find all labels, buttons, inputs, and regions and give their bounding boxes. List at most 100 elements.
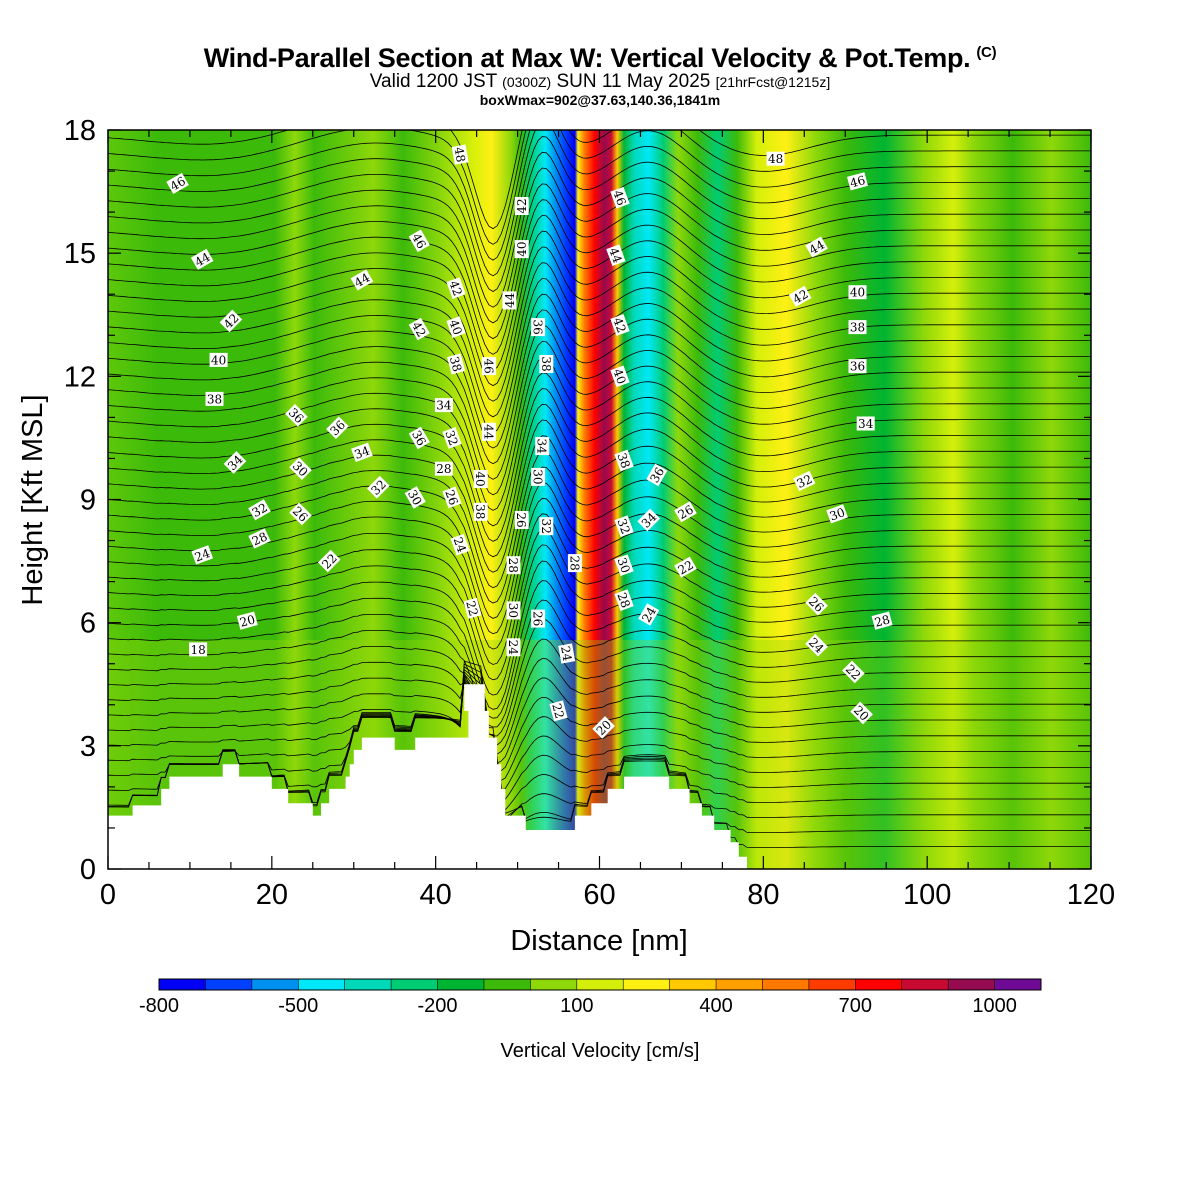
- colorbar-tick-labels: -800 -500 -200 100 400 700 1000: [139, 995, 1017, 1017]
- svg-text:32: 32: [442, 428, 460, 447]
- theta-contour-label: 46: [166, 172, 189, 194]
- svg-text:36: 36: [850, 360, 865, 374]
- colorbar-segment: [901, 979, 949, 990]
- theta-contour-label: 32: [614, 515, 634, 538]
- theta-contour-line: [108, 340, 1091, 496]
- svg-text:44: 44: [192, 250, 213, 270]
- theta-contour-label: 28: [248, 528, 271, 549]
- svg-text:20: 20: [238, 612, 256, 629]
- theta-contour-label: 22: [674, 556, 697, 578]
- theta-contour-label: 28: [614, 589, 634, 611]
- svg-text:26: 26: [442, 488, 460, 507]
- title-main: Wind-Parallel Section at Max W: Vertical…: [203, 43, 971, 73]
- theta-contour-line: [108, 183, 1091, 340]
- svg-text:28: 28: [436, 462, 451, 476]
- theta-contour-label: 18: [189, 642, 208, 657]
- svg-text:38: 38: [447, 355, 464, 373]
- y-tick-labels: 0 3 6 9 12 15 18: [64, 115, 96, 886]
- theta-contour-label: 24: [191, 545, 214, 565]
- colorbar-segment: [994, 979, 1042, 990]
- theta-contour-line: [108, 293, 1091, 449]
- theta-contour-label: 32: [442, 427, 462, 449]
- theta-contour-label: 30: [506, 601, 521, 620]
- theta-contour-label: 44: [190, 248, 214, 270]
- svg-text:30: 30: [614, 556, 632, 575]
- theta-contour-label: 40: [473, 470, 488, 488]
- theta-contour-line: [108, 230, 1091, 387]
- theta-contour-label: 38: [473, 502, 488, 521]
- theta-contour-line: [108, 199, 1091, 355]
- terrain-profile: [108, 684, 1091, 869]
- theta-contour-line: [108, 214, 1091, 371]
- theta-contour-label: 26: [531, 609, 546, 628]
- x-tick-label: 80: [747, 879, 779, 911]
- svg-text:46: 46: [481, 358, 495, 373]
- colorbar-segment: [762, 979, 810, 990]
- theta-contour-label: 42: [610, 314, 630, 336]
- colorbar-segment: [669, 979, 717, 990]
- theta-contour-label: 42: [514, 197, 529, 215]
- svg-text:32: 32: [614, 517, 632, 536]
- svg-text:40: 40: [610, 367, 628, 386]
- y-tick-label: 0: [80, 854, 96, 886]
- colorbar-segment: [437, 979, 485, 990]
- theta-contour-line: [108, 246, 1091, 402]
- theta-contour-label: 38: [205, 391, 224, 406]
- chart-title: Wind-Parallel Section at Max W: Vertical…: [0, 43, 1200, 74]
- valid-zulu: (0300Z): [502, 74, 552, 90]
- theta-contour-line: [108, 419, 1091, 573]
- svg-text:22: 22: [549, 702, 566, 720]
- theta-contour-label: 38: [447, 353, 466, 375]
- colorbar-segment: [716, 979, 763, 990]
- theta-contour-label: 32: [539, 517, 554, 536]
- svg-text:46: 46: [168, 174, 188, 194]
- svg-text:28: 28: [567, 555, 581, 570]
- theta-contour-line: [108, 309, 1091, 465]
- svg-text:34: 34: [858, 417, 874, 431]
- x-axis-title: Distance [nm]: [510, 925, 687, 957]
- theta-contour-label: 36: [408, 426, 430, 450]
- svg-text:36: 36: [647, 465, 667, 485]
- svg-text:28: 28: [506, 558, 520, 573]
- theta-contour-label: 48: [766, 151, 785, 166]
- svg-text:40: 40: [473, 471, 487, 486]
- colorbar-tick-label: -200: [418, 995, 458, 1017]
- colorbar-segment: [623, 979, 671, 990]
- y-tick-label: 15: [64, 238, 96, 270]
- copyright-mark: (C): [976, 44, 997, 61]
- theta-contour-label: 20: [236, 611, 258, 630]
- svg-text:38: 38: [850, 321, 865, 335]
- theta-contour-line: [108, 466, 1091, 619]
- theta-contour-label: 46: [610, 186, 630, 209]
- theta-contour-label: 42: [446, 277, 466, 299]
- colorbar-segment: [948, 979, 995, 990]
- colorbar-segment: [159, 979, 206, 990]
- svg-text:30: 30: [405, 488, 425, 508]
- svg-text:30: 30: [506, 603, 520, 618]
- theta-contour-label: 34: [434, 398, 453, 413]
- theta-contour-label: 28: [434, 461, 453, 476]
- svg-text:34: 34: [352, 443, 371, 462]
- theta-contour-line: [108, 262, 1091, 418]
- svg-text:38: 38: [207, 392, 222, 406]
- x-tick-label: 40: [420, 879, 452, 911]
- theta-contour-label: 40: [514, 240, 529, 259]
- theta-contour-line: [108, 668, 1091, 811]
- vertical-velocity-field: [108, 130, 1091, 869]
- theta-contour-label: 28: [871, 611, 893, 630]
- theta-contour-label: 22: [549, 700, 568, 722]
- theta-contour-label: 38: [848, 320, 867, 335]
- colorbar: [158, 978, 1042, 991]
- svg-text:48: 48: [768, 152, 783, 166]
- theta-contour-label: 32: [793, 470, 816, 492]
- svg-text:22: 22: [463, 599, 480, 617]
- colorbar-segment: [344, 979, 392, 990]
- theta-contour-line: [108, 560, 1091, 710]
- svg-text:44: 44: [481, 424, 495, 440]
- svg-text:44: 44: [606, 246, 625, 265]
- svg-text:28: 28: [250, 529, 270, 548]
- colorbar-title: Vertical Velocity [cm/s]: [501, 1040, 700, 1062]
- theta-contour-line: [108, 658, 1091, 755]
- svg-text:32: 32: [539, 519, 553, 534]
- theta-contour-line: [108, 544, 1091, 696]
